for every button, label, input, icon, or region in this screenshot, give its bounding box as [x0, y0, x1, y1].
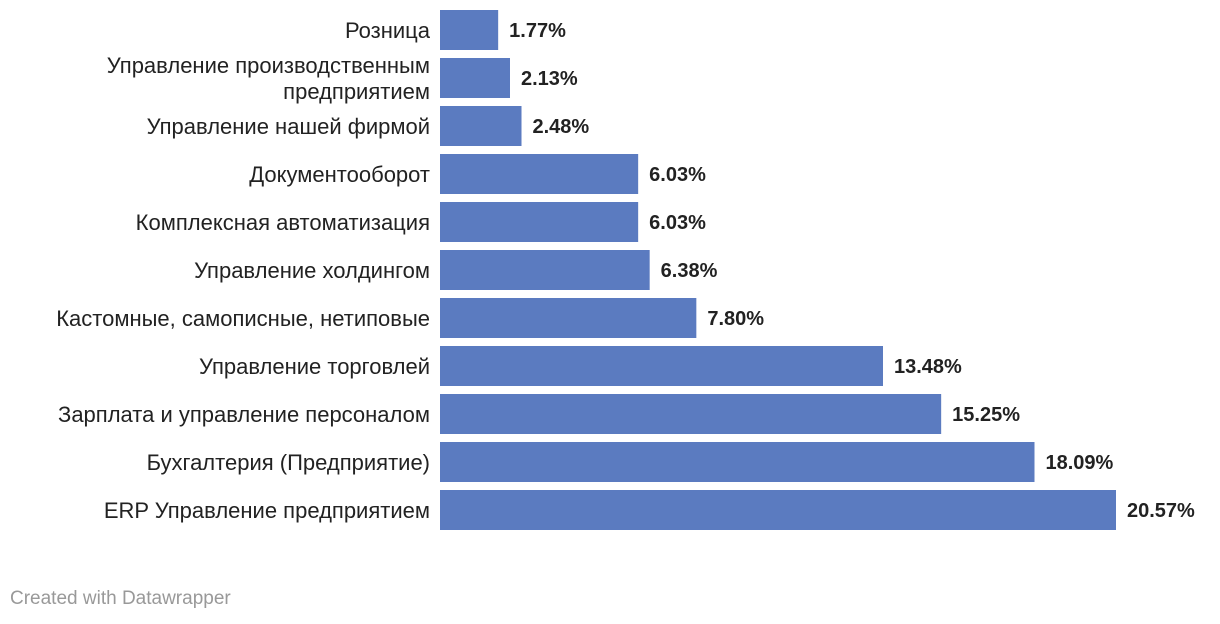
bar — [440, 490, 1116, 530]
bar — [440, 298, 697, 338]
bar — [440, 106, 522, 146]
value-label: 15.25% — [952, 404, 1020, 426]
value-label: 2.13% — [521, 68, 578, 90]
category-label: Управление производственным предприятием — [107, 53, 430, 104]
value-label: 6.38% — [661, 260, 718, 282]
category-label: Розница — [345, 18, 431, 43]
value-label: 2.48% — [533, 116, 590, 138]
datawrapper-credit[interactable]: Created with Datawrapper — [10, 588, 231, 609]
category-label: Комплексная автоматизация — [136, 210, 430, 235]
category-label: Управление торговлей — [199, 354, 430, 379]
category-label: Кастомные, самописные, нетиповые — [56, 306, 430, 331]
bar — [440, 442, 1035, 482]
value-label: 1.77% — [509, 20, 566, 42]
value-label: 7.80% — [707, 308, 764, 330]
bar — [440, 58, 510, 98]
bar — [440, 154, 639, 194]
bar — [440, 394, 942, 434]
category-label: ERP Управление предприятием — [104, 498, 430, 523]
value-label: 20.57% — [1127, 500, 1195, 522]
category-label: Документооборот — [249, 162, 430, 187]
value-label: 6.03% — [649, 212, 706, 234]
value-label: 13.48% — [894, 356, 962, 378]
bar — [440, 202, 639, 242]
bar — [440, 346, 883, 386]
bar — [440, 250, 650, 290]
category-label: Управление нашей фирмой — [147, 114, 430, 139]
value-label: 6.03% — [649, 164, 706, 186]
category-label: Бухгалтерия (Предприятие) — [147, 450, 430, 475]
bar-chart: Розница 1.77% Управление производственным п… — [56, 10, 1195, 530]
bar — [440, 10, 499, 50]
category-label: Управление холдингом — [194, 258, 430, 283]
value-label: 18.09% — [1045, 452, 1113, 474]
category-label: Зарплата и управление персоналом — [58, 402, 430, 427]
